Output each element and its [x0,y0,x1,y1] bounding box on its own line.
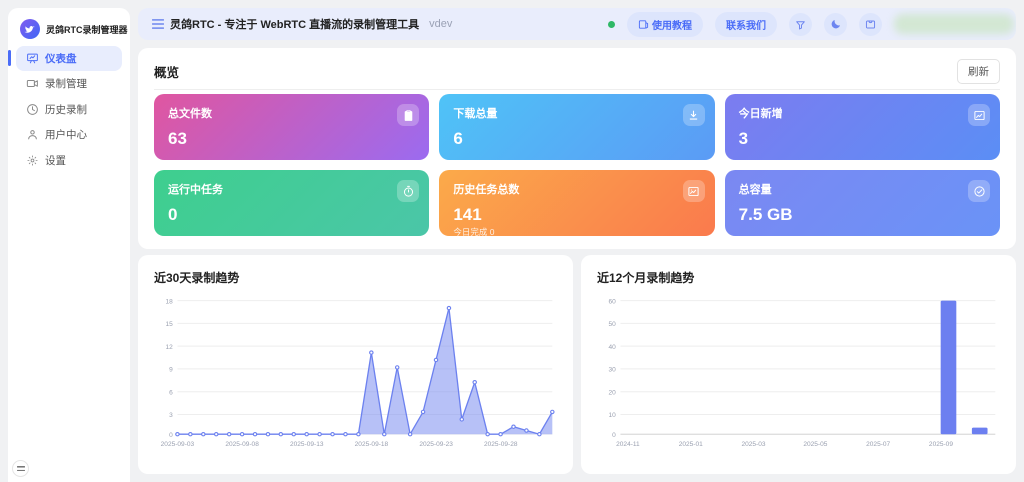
svg-text:12: 12 [165,344,173,351]
svg-text:2025-09-28: 2025-09-28 [484,441,518,448]
svg-text:60: 60 [608,298,616,305]
svg-text:20: 20 [608,390,616,397]
svg-text:10: 10 [608,412,616,419]
svg-text:2025-09-23: 2025-09-23 [419,441,453,448]
svg-text:9: 9 [169,367,173,374]
svg-text:2025-01: 2025-01 [679,441,703,448]
svg-text:2025-03: 2025-03 [741,441,765,448]
svg-text:2025-09-08: 2025-09-08 [225,441,259,448]
svg-text:2024-11: 2024-11 [616,441,640,448]
svg-text:40: 40 [608,344,616,351]
svg-text:2025-05: 2025-05 [803,441,827,448]
svg-text:2025-09: 2025-09 [929,441,953,448]
svg-text:0: 0 [612,432,616,439]
svg-text:6: 6 [169,390,173,397]
svg-text:18: 18 [165,298,173,305]
svg-text:2025-09-18: 2025-09-18 [355,441,389,448]
svg-text:2025-09-03: 2025-09-03 [161,441,195,448]
svg-text:3: 3 [169,412,173,419]
svg-text:2025-09-13: 2025-09-13 [290,441,324,448]
svg-text:50: 50 [608,321,616,328]
svg-text:0: 0 [169,432,173,439]
svg-text:2025-07: 2025-07 [866,441,890,448]
svg-text:30: 30 [608,367,616,374]
svg-text:15: 15 [165,321,173,328]
